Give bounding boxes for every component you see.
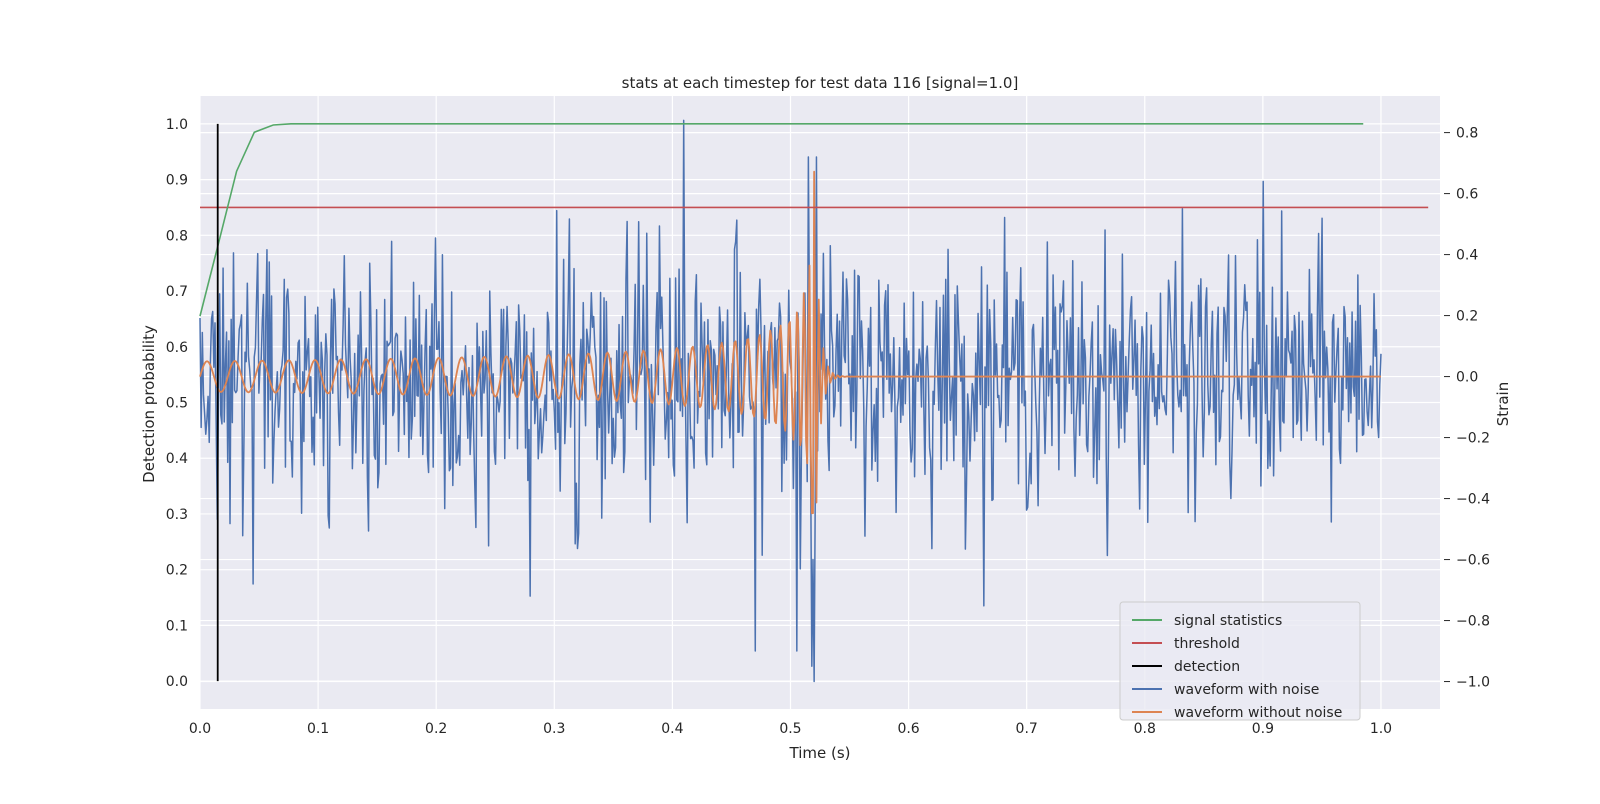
y-left-tick-label: 1.0	[166, 117, 188, 133]
legend-label: threshold	[1174, 636, 1240, 652]
y-left-tick-label: 0.3	[166, 507, 188, 523]
series-signal-statistics	[199, 123, 1364, 317]
x-tick-label: 0.6	[897, 721, 919, 737]
y-left-tick-label: 0.9	[166, 173, 188, 189]
x-tick-label: 0.2	[425, 721, 447, 737]
legend: signal statistics threshold detection wavef…	[1119, 601, 1361, 721]
legend-box	[1119, 601, 1361, 721]
x-tick-label: 0.4	[661, 721, 683, 737]
y-left-tick-label: 0.5	[166, 396, 188, 412]
x-tick-label: 0.1	[307, 721, 329, 737]
y-right-tick-label: −0.2	[1456, 431, 1490, 447]
x-tick-label: 0.3	[543, 721, 565, 737]
x-tick-label: 0.9	[1252, 721, 1274, 737]
y-left-tick-label: 0.2	[166, 563, 188, 579]
y-right-tick-label: −0.4	[1456, 492, 1490, 508]
legend-label: waveform with noise	[1174, 682, 1319, 698]
y-left-tick-label: 0.8	[166, 228, 188, 244]
chart-title: stats at each timestep for test data 116…	[622, 74, 1019, 92]
series-waveform-without-noise	[199, 170, 1381, 515]
x-axis-label: Time (s)	[789, 744, 851, 762]
y-axis-left-label: Detection probability	[140, 325, 158, 483]
series-layer	[199, 119, 1429, 683]
x-tick-label: 0.7	[1016, 721, 1038, 737]
y-right-tick-label: 0.8	[1456, 126, 1478, 142]
y-left-tick-label: 0.7	[166, 284, 188, 300]
y-left-tick-label: 0.4	[166, 451, 188, 467]
y-left-tick-label: 0.6	[166, 340, 188, 356]
y-left-tick-label: 0.1	[166, 618, 188, 634]
y-right-tick-label: −0.8	[1456, 614, 1490, 630]
y-right-tick-label: 0.4	[1456, 248, 1478, 264]
legend-label: signal statistics	[1174, 613, 1282, 629]
tick-labels: 0.0 0.1 0.2 0.3 0.4 0.5 0.6 0.7 0.8 0.9 1.0 0.0 0.1 0…	[166, 117, 1490, 737]
y-left-tick-label: 0.0	[166, 674, 188, 690]
y-right-tick-label: 0.0	[1456, 370, 1478, 386]
x-tick-label: 1.0	[1370, 721, 1392, 737]
x-tick-label: 0.8	[1134, 721, 1156, 737]
y-right-tick-label: 0.2	[1456, 309, 1478, 325]
legend-label: detection	[1174, 659, 1240, 675]
y-axis-right-label: Strain	[1494, 382, 1512, 426]
y-right-tick-label: −1.0	[1456, 675, 1490, 691]
x-tick-label: 0.5	[779, 721, 801, 737]
x-tick-label: 0.0	[189, 721, 211, 737]
legend-label: waveform without noise	[1174, 705, 1342, 721]
y-right-tick-label: −0.6	[1456, 553, 1490, 569]
y-right-tick-label: 0.6	[1456, 187, 1478, 203]
